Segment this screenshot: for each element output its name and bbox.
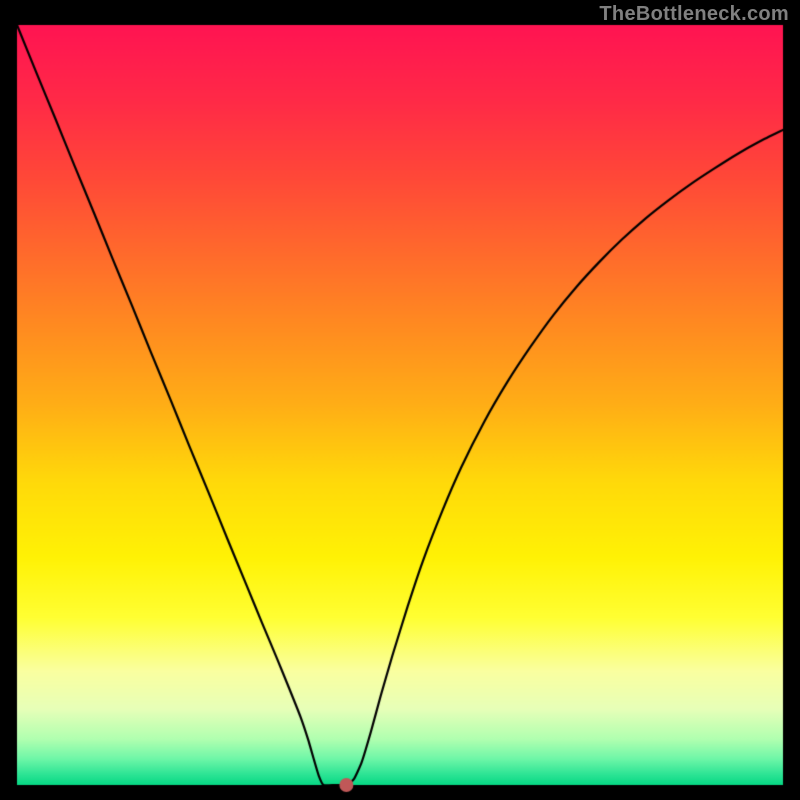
watermark-text: TheBottleneck.com [599,3,789,26]
bottleneck-chart-canvas [0,0,800,800]
chart-stage: TheBottleneck.com [0,0,800,800]
